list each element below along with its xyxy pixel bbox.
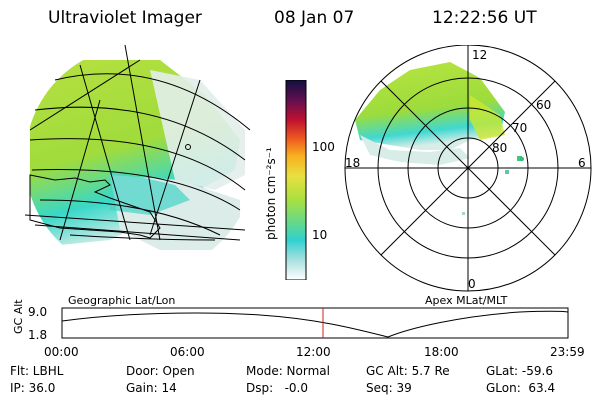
mode-info: Mode: Normal — [246, 364, 330, 378]
altitude-timeline — [61, 307, 569, 339]
mlat-label-60: 60 — [536, 98, 552, 112]
door-info: Door: Open — [126, 364, 195, 378]
time-label-1800: 18:00 — [424, 345, 459, 359]
mlt-label-12: 12 — [472, 48, 488, 62]
emission-spot — [462, 212, 465, 215]
apex-polar-plot — [344, 45, 592, 292]
aurora-emission-region — [470, 95, 505, 140]
time-label-1200: 12:00 — [296, 345, 331, 359]
time-label-2359: 23:59 — [550, 345, 585, 359]
terminator-marker — [185, 144, 191, 150]
spacecraft-footprint — [520, 157, 524, 161]
geographic-auroral-image — [24, 44, 251, 250]
emission-spot — [517, 156, 522, 161]
filter-info: Flt: LBHL — [10, 364, 64, 378]
polar-grid — [344, 45, 592, 292]
gc-alt-axis-title: GC Alt — [12, 299, 25, 334]
observation-time: 12:22:56 UT — [432, 8, 537, 28]
mlt-label-18: 18 — [345, 156, 361, 170]
glon-info: GLon: 63.4 — [486, 381, 556, 395]
geographic-label: Geographic Lat/Lon — [68, 294, 176, 307]
coastline — [29, 174, 161, 239]
apex-label: Apex MLat/MLT — [425, 294, 508, 307]
mlat-label-80: 80 — [492, 141, 508, 155]
gc-alt-info: GC Alt: 5.7 Re — [366, 364, 450, 378]
ip-info: IP: 36.0 — [10, 381, 56, 395]
alt-label-9: 9.0 — [28, 305, 48, 319]
altitude-curve — [61, 310, 569, 338]
observation-date: 08 Jan 07 — [274, 8, 355, 28]
intensity-colorbar — [285, 80, 307, 280]
dsp-info: Dsp: -0.0 — [246, 381, 309, 395]
seq-info: Seq: 39 — [366, 381, 412, 395]
mlt-label-6: 6 — [578, 156, 586, 170]
instrument-title: Ultraviolet Imager — [48, 8, 202, 28]
glat-info: GLat: -59.6 — [486, 364, 553, 378]
haze-region — [360, 135, 470, 165]
colorbar-unit-label: photon cm⁻²s⁻¹ — [264, 147, 278, 240]
time-label-0600: 06:00 — [170, 345, 205, 359]
emission-spot — [505, 170, 509, 174]
time-label-0000: 00:00 — [44, 345, 79, 359]
colorbar-tick-10: 10 — [312, 228, 328, 242]
mlt-label-0: 0 — [468, 277, 476, 291]
aurora-emission-region — [110, 170, 190, 215]
gain-info: Gain: 14 — [126, 381, 177, 395]
mlat-label-70: 70 — [512, 121, 528, 135]
alt-label-1-8: 1.8 — [28, 328, 48, 342]
colorbar-tick-100: 100 — [312, 140, 335, 154]
